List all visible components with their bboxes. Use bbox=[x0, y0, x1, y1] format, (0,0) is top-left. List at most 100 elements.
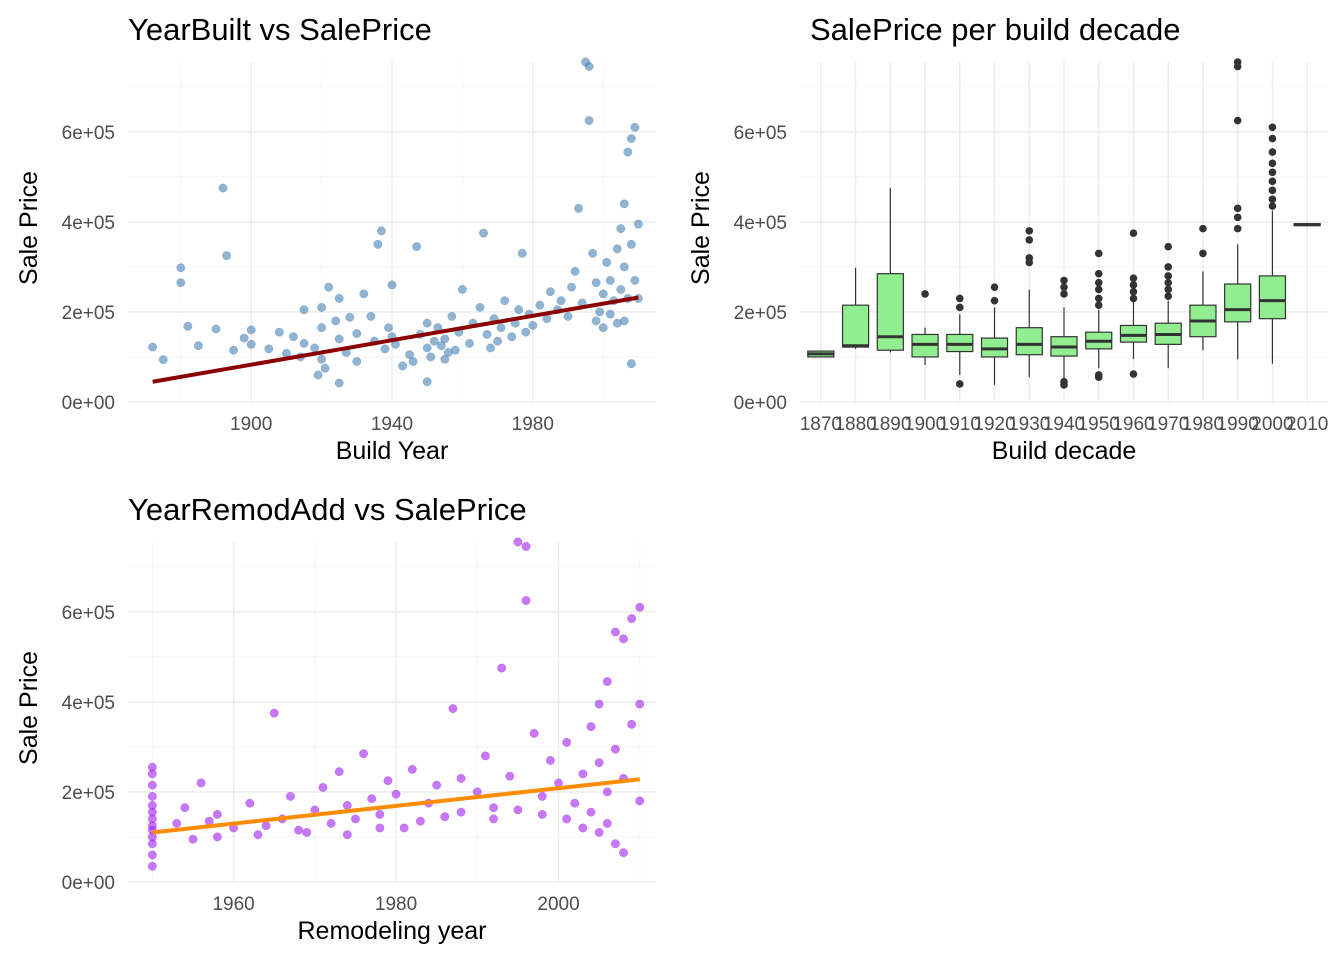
decade-x-tick-label: 1980 bbox=[1182, 414, 1224, 435]
decade-outlier-point bbox=[1268, 186, 1277, 195]
remod-x-axis-title: Remodeling year bbox=[298, 917, 487, 945]
yearbuilt-data-point bbox=[616, 224, 626, 234]
yearbuilt-data-point bbox=[616, 284, 626, 294]
decade-outlier-point bbox=[1060, 377, 1068, 386]
decade-outlier-point bbox=[1268, 134, 1277, 143]
decade-outlier-point bbox=[1268, 148, 1277, 156]
remod-data-point bbox=[245, 798, 255, 808]
yearbuilt-data-point bbox=[475, 302, 485, 312]
decade-outlier-point bbox=[955, 380, 964, 388]
remod-data-point bbox=[521, 596, 531, 605]
yearbuilt-data-point bbox=[412, 242, 422, 252]
remod-data-point bbox=[188, 834, 198, 844]
yearbuilt-data-point bbox=[598, 289, 608, 299]
decade-x-tick-label: 1880 bbox=[834, 414, 876, 435]
yearbuilt-data-point bbox=[612, 244, 622, 254]
remod-data-point bbox=[521, 542, 531, 551]
yearbuilt-data-point bbox=[324, 282, 334, 292]
yearbuilt-data-point bbox=[588, 248, 598, 258]
yearbuilt-data-point bbox=[496, 323, 506, 333]
yearbuilt-data-point bbox=[545, 287, 555, 297]
yearbuilt-data-point bbox=[486, 343, 496, 353]
decade-boxes bbox=[807, 58, 1321, 389]
yearbuilt-data-point bbox=[479, 228, 488, 238]
yearbuilt-x-tick-label: 1980 bbox=[512, 414, 554, 435]
yearbuilt-data-point bbox=[246, 339, 256, 349]
yearbuilt-data-point bbox=[299, 305, 309, 315]
decade-outlier-point bbox=[1233, 58, 1242, 66]
yearbuilt-y-tick-label: 6e+05 bbox=[62, 123, 115, 144]
remod-data-point bbox=[342, 830, 352, 840]
yearbuilt-data-point bbox=[626, 134, 636, 144]
remod-data-point bbox=[610, 839, 620, 849]
decade-outlier-point bbox=[1268, 159, 1277, 168]
remod-y-tick-label: 6e+05 bbox=[62, 603, 115, 624]
yearbuilt-trend bbox=[152, 295, 639, 384]
yearbuilt-data-point bbox=[563, 311, 573, 321]
remod-data-point bbox=[415, 816, 425, 826]
yearbuilt-data-point bbox=[317, 302, 327, 312]
remod-data-point bbox=[586, 807, 596, 817]
decade-box bbox=[1119, 324, 1148, 343]
decade-outlier-point bbox=[990, 283, 999, 291]
decade-outlier-point bbox=[921, 290, 929, 298]
yearbuilt-data-point bbox=[630, 122, 640, 132]
yearbuilt-data-point bbox=[605, 309, 615, 319]
yearbuilt-data-point bbox=[436, 341, 446, 351]
remod-y-axis-title: Sale Price bbox=[15, 651, 43, 765]
remod-trend-line bbox=[152, 777, 640, 835]
decade-x-tick-label: 1930 bbox=[1008, 414, 1050, 435]
yearbuilt-data-point bbox=[556, 296, 566, 306]
decade-outlier-point bbox=[1164, 272, 1173, 280]
yearbuilt-trend-line bbox=[152, 295, 639, 384]
remod-data-point bbox=[602, 819, 612, 828]
remod-data-point bbox=[537, 810, 547, 819]
remod-data-point bbox=[212, 832, 222, 842]
decade-outlier-point bbox=[1129, 281, 1138, 289]
decade-x-tick-label: 1960 bbox=[1112, 414, 1154, 435]
decade-outlier-point bbox=[1025, 236, 1034, 244]
yearbuilt-data-point bbox=[464, 339, 474, 348]
yearbuilt-y-tick-label: 2e+05 bbox=[62, 303, 115, 324]
remod-data-point bbox=[562, 737, 572, 747]
remod-data-point bbox=[147, 800, 157, 810]
decade-outlier-point bbox=[1129, 370, 1138, 378]
yearbuilt-data-point bbox=[517, 248, 527, 258]
yearbuilt-tick-labels: 0e+00 2e+05 4e+05 6e+05 1900 1940 1980 bbox=[62, 123, 554, 435]
yearbuilt-data-point bbox=[387, 280, 397, 290]
remod-data-point bbox=[619, 848, 628, 858]
remod-data-point bbox=[269, 708, 279, 718]
remod-data-point bbox=[586, 722, 596, 732]
yearbuilt-data-point bbox=[443, 348, 453, 357]
remod-data-point bbox=[610, 627, 620, 637]
remod-data-point bbox=[513, 537, 523, 547]
decade-outlier-point bbox=[1094, 294, 1103, 303]
yearbuilt-data-point bbox=[535, 300, 545, 310]
decade-outlier-point bbox=[1268, 168, 1277, 177]
remod-trend bbox=[152, 777, 640, 835]
decade-x-tick-label: 1890 bbox=[869, 414, 911, 435]
yearbuilt-data-point bbox=[567, 282, 576, 292]
remod-chart-title: YearRemodAdd vs SalePrice bbox=[128, 492, 527, 527]
decade-outlier-point bbox=[1268, 123, 1277, 132]
decade-outlier-point bbox=[1164, 263, 1173, 271]
decade-box bbox=[1015, 327, 1043, 356]
decade-x-tick-label: 1990 bbox=[1217, 414, 1259, 435]
yearbuilt-data-point bbox=[183, 321, 193, 331]
yearbuilt-data-point bbox=[422, 377, 432, 387]
remod-data-point bbox=[147, 791, 157, 801]
yearbuilt-data-point bbox=[193, 341, 203, 351]
yearbuilt-data-point bbox=[366, 311, 376, 321]
remod-data-point bbox=[350, 814, 360, 824]
remod-data-point bbox=[602, 787, 612, 797]
yearbuilt-data-point bbox=[384, 323, 393, 333]
yearbuilt-data-point bbox=[598, 323, 608, 333]
remod-data-point bbox=[212, 810, 222, 819]
yearbuilt-data-point bbox=[359, 289, 369, 299]
decade-outlier-point bbox=[1094, 278, 1103, 287]
decade-outlier-point bbox=[1164, 242, 1173, 251]
remod-data-point bbox=[407, 764, 417, 774]
yearbuilt-data-point bbox=[514, 305, 524, 315]
remod-data-point bbox=[180, 803, 190, 813]
decade-outlier-point bbox=[1199, 224, 1207, 233]
